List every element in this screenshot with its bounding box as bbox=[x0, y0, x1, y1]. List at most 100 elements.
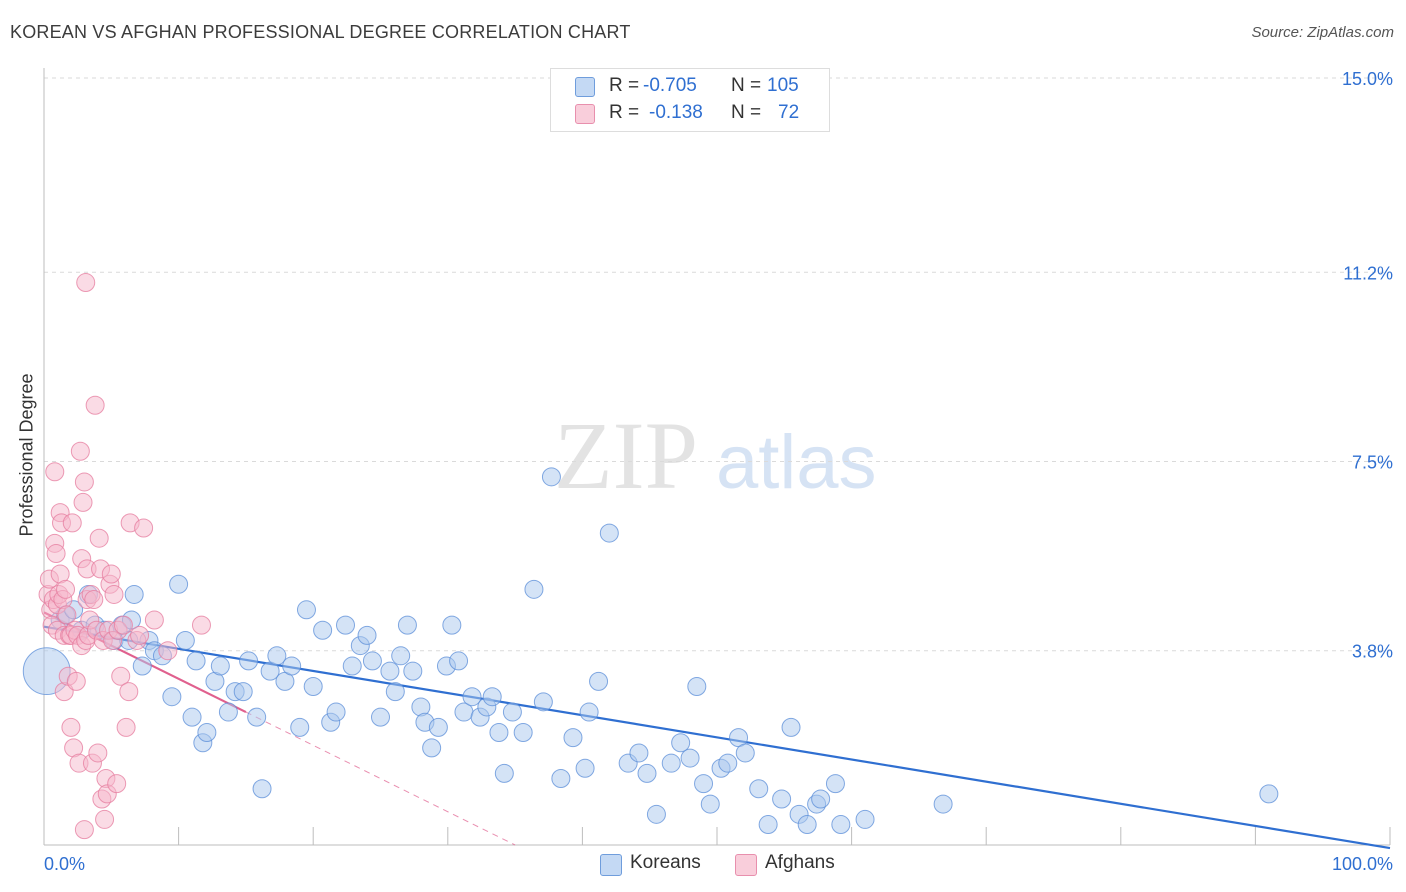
afghan-point-57 bbox=[104, 584, 124, 604]
afghan-point-18 bbox=[57, 605, 77, 625]
watermark-atlas: atlas bbox=[716, 420, 877, 505]
korean-point-80 bbox=[637, 763, 657, 783]
legend-n-label-afghans: N = bbox=[731, 102, 762, 123]
korean-point-74 bbox=[575, 758, 595, 778]
y-tick-label-3: 15.0% bbox=[1342, 69, 1393, 89]
data-points bbox=[22, 273, 1279, 840]
afghan-point-50 bbox=[95, 809, 115, 829]
korean-point-70 bbox=[533, 692, 553, 712]
afghan-point-23 bbox=[62, 513, 82, 533]
afghan-point-26 bbox=[66, 671, 86, 691]
legend-swatch-afghans bbox=[575, 104, 595, 124]
y-tick-label-1: 7.5% bbox=[1352, 453, 1393, 473]
afghan-point-62 bbox=[116, 717, 136, 737]
korean-point-13 bbox=[132, 656, 152, 676]
korean-point-47 bbox=[371, 707, 390, 727]
korean-point-55 bbox=[422, 738, 442, 758]
afghan-point-32 bbox=[73, 492, 93, 512]
afghan-point-43 bbox=[85, 395, 105, 415]
korean-point-50 bbox=[391, 646, 411, 666]
korean-point-38 bbox=[303, 676, 323, 696]
bottom-legend-label-afghans: Afghans bbox=[765, 852, 835, 873]
afghan-point-17 bbox=[56, 579, 76, 599]
afghan-point-55 bbox=[101, 564, 121, 584]
korean-point-92 bbox=[749, 779, 769, 799]
bottom-legend-swatch-afghans bbox=[735, 854, 757, 876]
bottom-legend-swatch-koreans bbox=[600, 854, 622, 876]
watermark-zip: ZIP bbox=[554, 402, 698, 509]
afghan-point-29 bbox=[70, 441, 90, 461]
legend-n-value-koreans: 105 bbox=[767, 75, 799, 96]
korean-point-72 bbox=[551, 769, 571, 789]
korean-point-20 bbox=[182, 707, 202, 727]
korean-point-97 bbox=[797, 815, 817, 835]
afghan-point-45 bbox=[88, 743, 108, 763]
correlation-legend: R = -0.705 N = 105 R = -0.138 N = 72 bbox=[550, 68, 830, 132]
source-label: Source: ZipAtlas.com bbox=[1251, 24, 1394, 41]
afghan-point-46 bbox=[89, 528, 109, 548]
afghan-point-34 bbox=[74, 820, 94, 840]
tick-labels: 3.8% 7.5% 11.2% 15.0% 0.0% 100.0% bbox=[44, 69, 1393, 874]
afghan-point-5 bbox=[45, 462, 65, 482]
x-tick-label-0: 0.0% bbox=[44, 854, 85, 874]
korean-point-102 bbox=[855, 809, 875, 829]
korean-point-71 bbox=[541, 467, 561, 487]
korean-point-17 bbox=[162, 687, 182, 707]
korean-point-29 bbox=[239, 651, 259, 671]
axes bbox=[43, 68, 1391, 846]
korean-point-68 bbox=[513, 723, 533, 743]
y-tick-label-2: 11.2% bbox=[1343, 263, 1393, 283]
korean-point-43 bbox=[342, 656, 362, 676]
afghan-point-58 bbox=[107, 774, 127, 794]
afghan-point-33 bbox=[74, 472, 94, 492]
legend-r-label-koreans: R = bbox=[609, 75, 640, 96]
korean-point-94 bbox=[772, 789, 792, 809]
afghan-point-68 bbox=[144, 610, 164, 630]
korean-point-95 bbox=[781, 717, 801, 737]
korean-point-37 bbox=[296, 600, 316, 620]
korean-point-33 bbox=[267, 646, 287, 666]
afghan-point-69 bbox=[158, 641, 178, 661]
korean-point-100 bbox=[825, 774, 845, 794]
x-tick-label-1: 100.0% bbox=[1332, 854, 1393, 874]
korean-point-99 bbox=[811, 789, 831, 809]
legend-r-value-afghans: -0.138 bbox=[649, 102, 703, 123]
korean-point-41 bbox=[326, 702, 346, 722]
korean-point-28 bbox=[233, 682, 253, 702]
korean-point-56 bbox=[428, 717, 448, 737]
korean-point-67 bbox=[502, 702, 522, 722]
korean-point-51 bbox=[397, 615, 417, 635]
y-tick-label-0: 3.8% bbox=[1352, 642, 1393, 662]
korean-point-93 bbox=[758, 815, 778, 835]
korean-point-19 bbox=[175, 630, 195, 650]
korean-point-75 bbox=[579, 702, 599, 722]
bottom-legend-label-koreans: Koreans bbox=[630, 852, 701, 873]
korean-point-87 bbox=[700, 794, 720, 814]
korean-point-84 bbox=[680, 748, 700, 768]
korean-point-46 bbox=[362, 651, 382, 671]
chart-title: KOREAN VS AFGHAN PROFESSIONAL DEGREE COR… bbox=[10, 22, 631, 42]
afghan-point-7 bbox=[46, 544, 66, 564]
afghan-point-67 bbox=[134, 518, 154, 538]
afghan-point-42 bbox=[84, 590, 104, 610]
korean-point-45 bbox=[357, 625, 377, 645]
korean-point-61 bbox=[462, 687, 482, 707]
legend-swatch-koreans bbox=[575, 77, 595, 97]
korean-point-49 bbox=[385, 682, 405, 702]
korean-point-91 bbox=[735, 743, 755, 763]
korean-point-39 bbox=[313, 620, 333, 640]
korean-point-59 bbox=[449, 651, 469, 671]
korean-point-79 bbox=[629, 743, 649, 763]
korean-point-31 bbox=[252, 779, 272, 799]
legend-r-value-koreans: -0.705 bbox=[643, 75, 697, 96]
afghan-point-61 bbox=[113, 615, 133, 635]
korean-point-76 bbox=[589, 671, 609, 691]
grid-lines bbox=[44, 77, 1390, 652]
legend-n-label-koreans: N = bbox=[731, 75, 762, 96]
korean-point-36 bbox=[290, 717, 310, 737]
legend-r-label-afghans: R = bbox=[609, 102, 640, 123]
korean-point-65 bbox=[489, 723, 509, 743]
korean-point-85 bbox=[687, 676, 707, 696]
legend-n-value-afghans: 72 bbox=[778, 102, 800, 123]
afghan-point-63 bbox=[119, 682, 139, 702]
